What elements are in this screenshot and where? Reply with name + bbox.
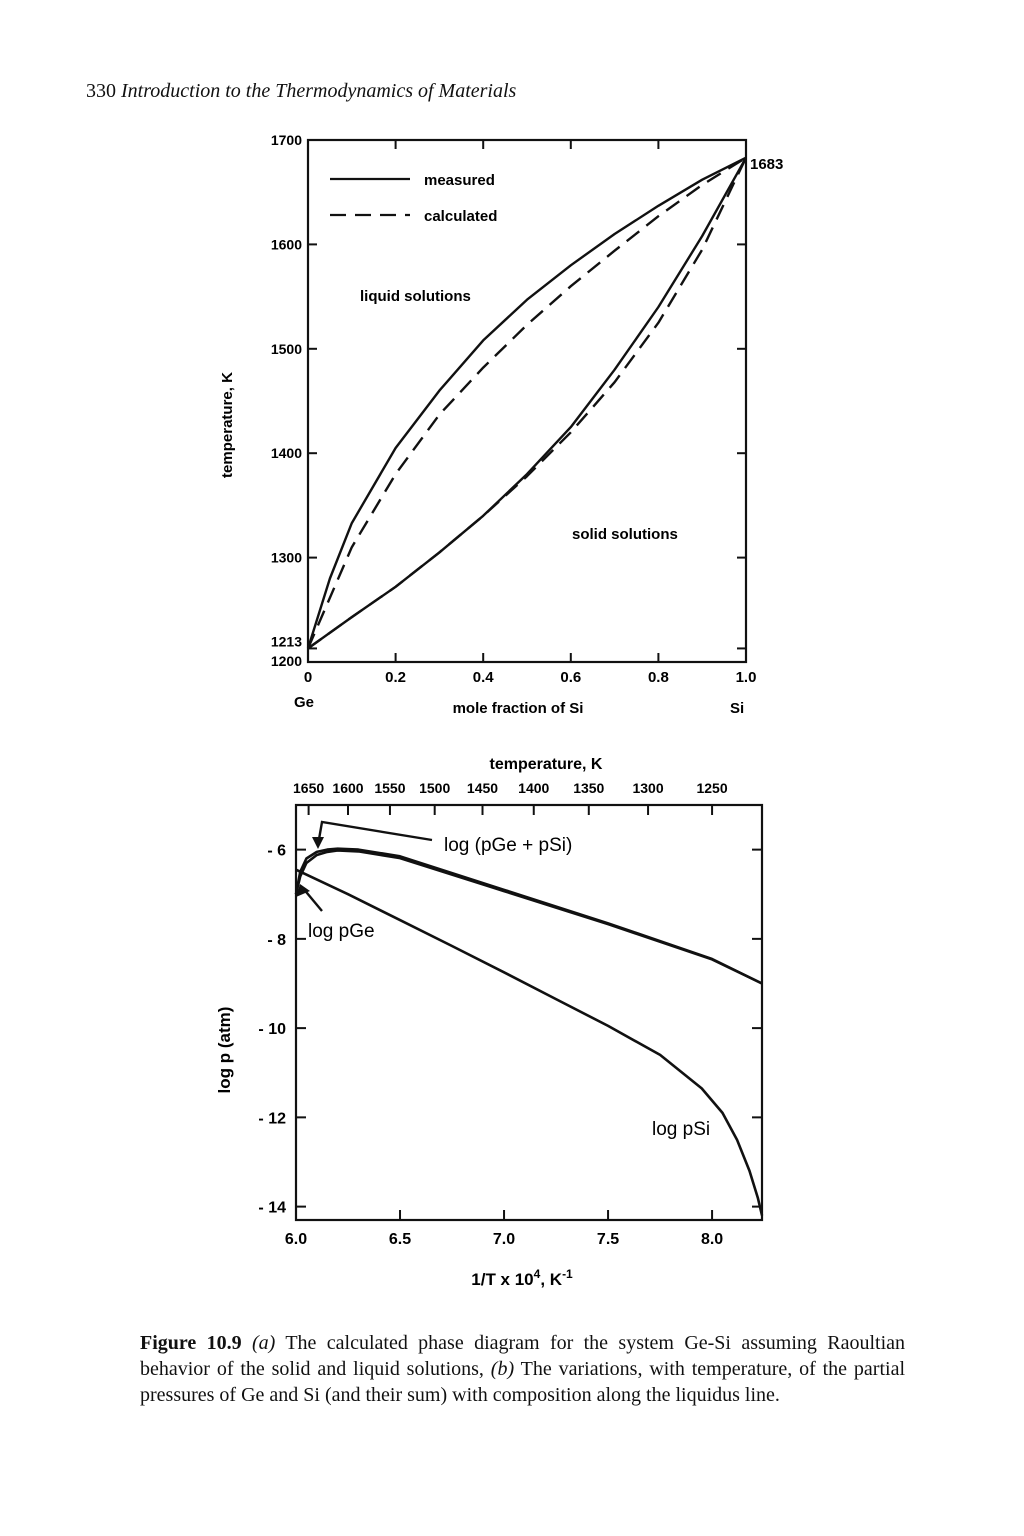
label-si: log pSi	[652, 1119, 710, 1140]
label-sum: log (pGe + pSi)	[444, 835, 572, 856]
top-tick-label: 1400	[518, 780, 549, 796]
phase-diagram-chart: 0 0.2 0.4 0.6 0.8 1.0 1200 1213 1300 1400 1500 1600…	[219, 132, 783, 717]
phase-diagram-curves	[306, 156, 748, 650]
caption-text-b: The variations, with temperature, of the…	[140, 1358, 906, 1406]
vapor-pressure-curves	[294, 847, 764, 1216]
x-tick-label-b: 7.5	[597, 1231, 619, 1248]
x-tick-label-b: 6.5	[389, 1231, 411, 1248]
y-tick-label-b: - 6	[267, 843, 286, 860]
label-ge: log pGe	[308, 921, 375, 942]
series-solid-solidus	[307, 157, 748, 650]
y-tick-label: 1200	[271, 653, 302, 669]
caption-text-a: The calculated phase diagram for the sys…	[140, 1332, 905, 1380]
y-tick-label: 1400	[271, 445, 302, 461]
y-tick-label: 1700	[271, 132, 302, 148]
x-end-label-ge: Ge	[294, 694, 314, 711]
phase-diagram-ticks: 0 0.2 0.4 0.6 0.8 1.0 1200 1213 1300 1400 1500 1600…	[271, 132, 757, 686]
x-axis-label-exp: 4	[534, 1267, 541, 1281]
top-tick-label: 1350	[573, 780, 604, 796]
x-tick-label-b: 7.0	[493, 1231, 515, 1248]
y-axis-label-b: log p (atm)	[215, 1007, 234, 1094]
region-solid-label: solid solutions	[572, 526, 678, 543]
y-tick-label-b: - 12	[258, 1110, 286, 1127]
y-tick-label: 1500	[271, 341, 302, 357]
top-tick-label: 1650	[293, 780, 324, 796]
caption-part-a: (a)	[252, 1332, 276, 1354]
top-tick-label: 1550	[374, 780, 405, 796]
x-tick-label: 0.4	[473, 669, 495, 686]
x-tick-label: 0.2	[385, 669, 406, 686]
top-tick-label: 1600	[332, 780, 363, 796]
x-axis-label-unit: , K	[540, 1270, 562, 1289]
melting-point-si-label: 1683	[750, 156, 783, 173]
x-tick-label-b: 8.0	[701, 1231, 723, 1248]
x-axis-label: mole fraction of Si	[453, 700, 584, 717]
legend-measured-label: measured	[424, 172, 495, 189]
series-line-1	[294, 849, 763, 985]
caption-label: Figure 10.9	[140, 1332, 242, 1354]
y-tick-label-b: - 8	[267, 932, 286, 949]
x-axis-label-unit-exp: -1	[562, 1267, 573, 1281]
series-solid-liquidus	[306, 156, 747, 649]
legend-calculated-label: calculated	[424, 208, 497, 225]
series-dashed-solidus	[307, 157, 748, 650]
arrow-sum-line	[316, 820, 433, 846]
vapor-pressure-chart: temperature, K 6.0 6.5 7.0 7.5 8.0 - 6 - 8 - 10…	[215, 756, 764, 1289]
book-title: Introduction to the Thermodynamics of Ma…	[121, 80, 517, 102]
vapor-pressure-axes	[294, 803, 764, 1222]
region-liquid-label: liquid solutions	[360, 288, 471, 305]
series-line-0	[294, 847, 763, 985]
y-axis-label: temperature, K	[219, 372, 236, 478]
top-axis-label: temperature, K	[490, 756, 603, 773]
top-tick-label: 1250	[696, 780, 727, 796]
x-tick-label: 1.0	[736, 669, 757, 686]
x-tick-label: 0.6	[560, 669, 581, 686]
top-tick-label: 1450	[467, 780, 498, 796]
top-tick-label: 1300	[632, 780, 663, 796]
x-axis-label-main: 1/T x 10	[471, 1270, 533, 1289]
y-tick-label: 1600	[271, 236, 302, 252]
series-dashed-liquidus	[306, 156, 747, 649]
x-axis-label-b: 1/T x 104, K-1	[471, 1267, 573, 1289]
y-tick-label: 1213	[271, 633, 302, 649]
y-tick-label: 1300	[271, 550, 302, 566]
plot-frame	[306, 138, 748, 664]
y-tick-label-b: - 10	[258, 1021, 286, 1038]
x-tick-label: 0.8	[648, 669, 669, 686]
plot-frame-b	[294, 803, 764, 1222]
top-tick-label: 1500	[419, 780, 450, 796]
y-tick-label-b: - 14	[258, 1200, 286, 1217]
series-line-2	[295, 868, 764, 1216]
x-end-label-si: Si	[730, 700, 744, 717]
page-number: 330	[86, 80, 116, 102]
x-tick-label: 0	[304, 669, 312, 686]
arrow-ge-head	[296, 884, 310, 897]
label-sum-text: log (pGe + pSi)	[444, 835, 572, 856]
phase-diagram-axes	[306, 138, 748, 664]
caption-part-b: (b)	[490, 1358, 515, 1380]
running-head: 330 Introduction to the Thermodynamics o…	[86, 80, 516, 103]
vapor-pressure-ticks: 6.0 6.5 7.0 7.5 8.0 - 6 - 8 - 10 - 12 - 14 1650 160…	[258, 780, 762, 1248]
figure-caption: Figure 10.9 (a) The calculated phase dia…	[140, 1330, 905, 1408]
arrow-sum-head	[312, 837, 324, 849]
x-tick-label-b: 6.0	[285, 1231, 307, 1248]
